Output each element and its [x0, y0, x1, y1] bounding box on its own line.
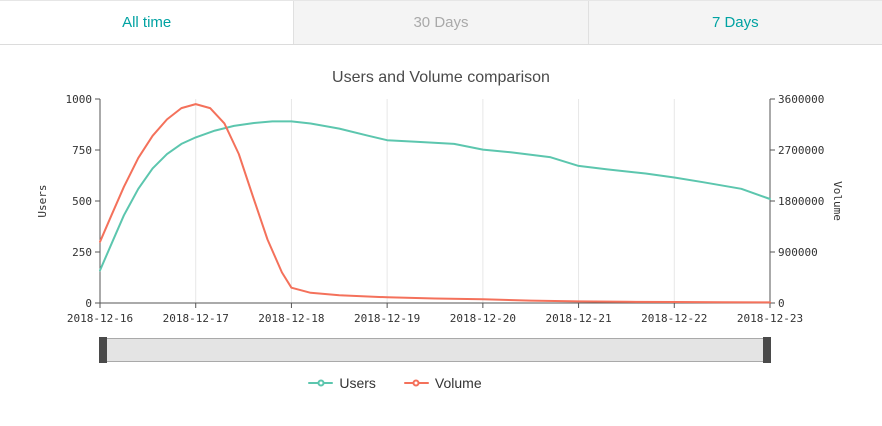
datazoom-area: [0, 337, 882, 363]
line-chart: 0 250 500 750 1000 0 900000 1800000 2700000 36000…: [36, 93, 844, 325]
right-tick-label: 1800000: [778, 195, 824, 208]
tab-all-time[interactable]: All time: [0, 1, 295, 44]
x-tick-label: 2018-12-18: [258, 312, 324, 325]
right-tick-label: 2700000: [778, 144, 824, 157]
chart-title: Users and Volume comparison: [332, 69, 550, 86]
x-tick-label: 2018-12-20: [450, 312, 516, 325]
chart-section: Users and Volume comparison 0 250 500 750 10…: [0, 45, 882, 391]
tab-bar: All time 30 Days 7 Days: [0, 0, 882, 45]
x-tick-label: 2018-12-21: [545, 312, 611, 325]
left-tick-label: 1000: [66, 93, 93, 106]
legend-item-volume[interactable]: Volume: [403, 375, 482, 391]
volume-legend-marker: [403, 378, 429, 389]
volume-series-line: [99, 103, 771, 304]
legend-label-volume: Volume: [434, 375, 482, 391]
x-tick-label: 2018-12-22: [641, 312, 707, 325]
right-tick-label: 3600000: [778, 93, 824, 106]
legend-label-users: Users: [339, 375, 376, 391]
legend-item-users[interactable]: Users: [308, 375, 376, 391]
right-tick-label: 900000: [778, 246, 818, 259]
tab-7-days[interactable]: 7 Days: [711, 14, 759, 31]
users-legend-marker: [308, 378, 334, 389]
left-tick-label: 250: [72, 246, 92, 259]
datazoom-right-handle[interactable]: [763, 337, 771, 363]
x-tick-label: 2018-12-23: [737, 312, 803, 325]
tab-30-days[interactable]: 30 Days: [294, 1, 589, 44]
right-axis-name: Volume: [831, 181, 844, 221]
left-tick-label: 0: [85, 297, 92, 310]
left-tick-label: 750: [72, 144, 92, 157]
left-tick-label: 500: [72, 195, 92, 208]
x-tick-label: 2018-12-16: [67, 312, 133, 325]
x-tick-label: 2018-12-19: [354, 312, 420, 325]
right-tick-label: 0: [778, 297, 785, 310]
x-tick-label: 2018-12-17: [163, 312, 229, 325]
datazoom-left-handle[interactable]: [99, 337, 107, 363]
users-series-line: [99, 120, 771, 272]
datazoom-slider[interactable]: [99, 337, 771, 363]
left-axis-name: Users: [36, 184, 49, 217]
chart-legend: Users Volume: [0, 375, 790, 391]
